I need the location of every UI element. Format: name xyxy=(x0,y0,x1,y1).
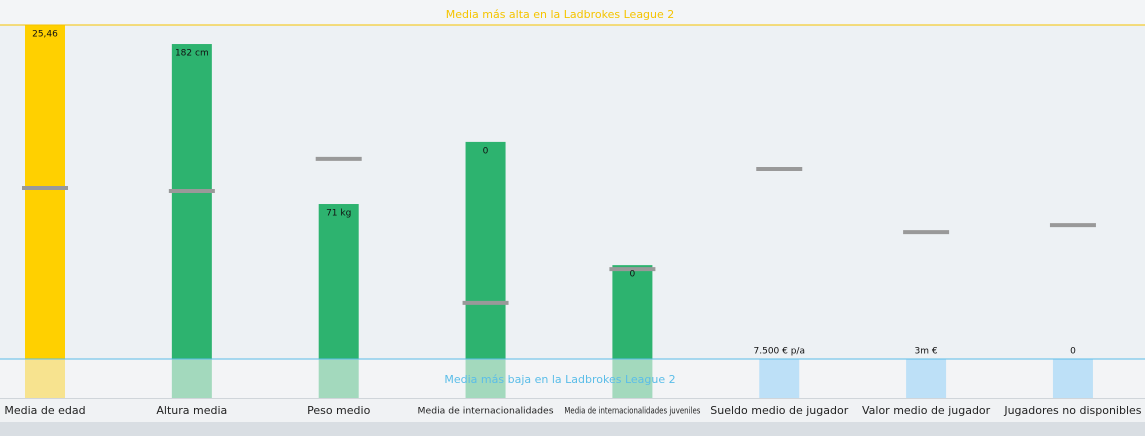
bar-base xyxy=(25,359,65,398)
category-label: Media de edad xyxy=(4,404,85,417)
value-label: 0 xyxy=(483,146,489,156)
bar-base xyxy=(318,359,359,398)
bar-base xyxy=(612,359,653,398)
bar xyxy=(612,265,653,359)
bar-base xyxy=(465,359,506,398)
value-label: 3m € xyxy=(915,347,938,357)
top-band xyxy=(0,0,1145,25)
bar-base xyxy=(1052,359,1093,398)
bar-base xyxy=(906,359,947,398)
bar xyxy=(318,204,359,359)
category-label: Media de internacionalidades xyxy=(418,407,554,417)
value-label: 0 xyxy=(630,270,636,280)
low-line-label: Media más baja en la Ladbrokes League 2 xyxy=(444,373,675,386)
bar xyxy=(171,44,212,360)
bar-base xyxy=(171,359,212,398)
category-label: Peso medio xyxy=(307,404,370,417)
label-band xyxy=(0,398,1145,422)
category-label: Media de internacionalidades juveniles xyxy=(564,407,700,417)
bar xyxy=(465,141,506,359)
value-label: 25,46 xyxy=(32,30,58,40)
category-label: Jugadores no disponibles xyxy=(1003,404,1141,417)
value-label: 7.500 € p/a xyxy=(754,347,805,357)
value-label: 0 xyxy=(1070,347,1076,357)
category-label: Sueldo medio de jugador xyxy=(710,404,848,417)
category-label: Valor medio de jugador xyxy=(862,404,991,417)
category-label: Altura media xyxy=(156,404,227,417)
high-line-label: Media más alta en la Ladbrokes League 2 xyxy=(446,8,675,21)
value-label: 182 cm xyxy=(175,49,209,59)
footer-band xyxy=(0,422,1145,436)
value-label: 71 kg xyxy=(326,209,351,219)
bar xyxy=(25,25,65,359)
bar-base xyxy=(759,359,800,398)
